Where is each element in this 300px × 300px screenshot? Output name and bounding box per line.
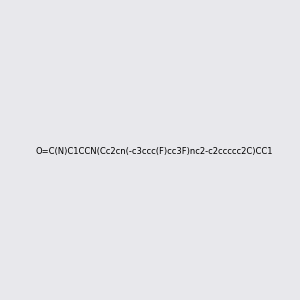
Text: O=C(N)C1CCN(Cc2cn(-c3ccc(F)cc3F)nc2-c2ccccc2C)CC1: O=C(N)C1CCN(Cc2cn(-c3ccc(F)cc3F)nc2-c2cc… bbox=[35, 147, 272, 156]
